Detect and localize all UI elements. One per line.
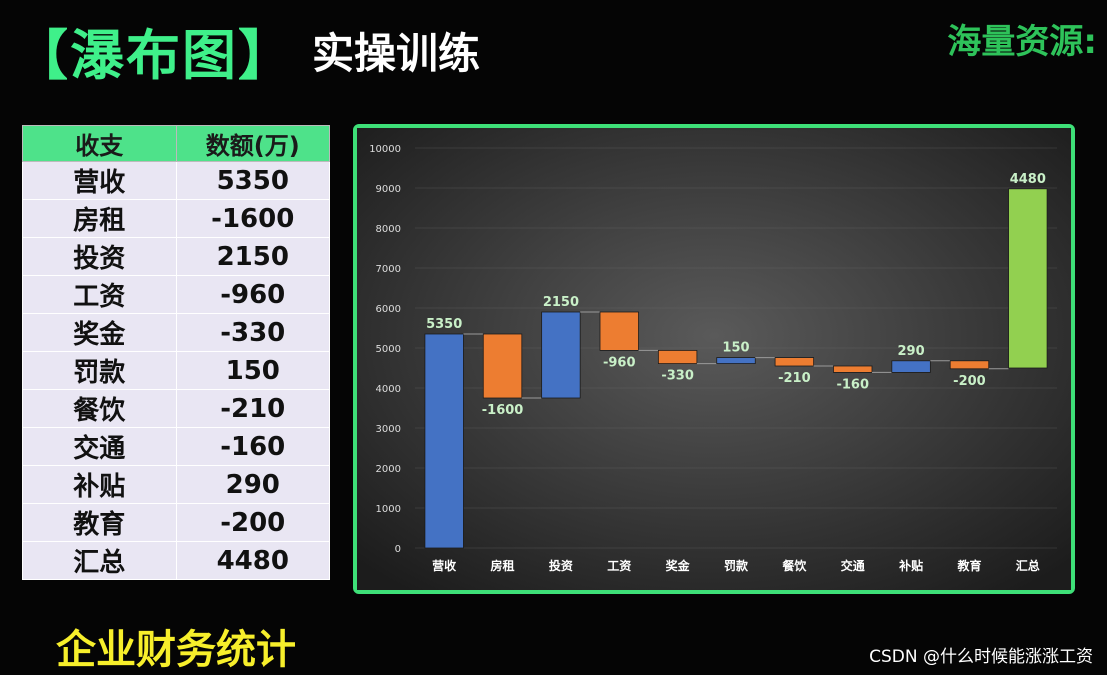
row-amount: -330 — [175, 313, 330, 352]
y-tick-label: 3000 — [376, 424, 401, 435]
row-amount: -960 — [175, 275, 330, 314]
bar-5 — [716, 357, 756, 365]
category-label: 教育 — [956, 558, 981, 573]
row-category: 汇总 — [22, 541, 177, 580]
data-label: 2150 — [543, 295, 579, 310]
category-label: 工资 — [607, 558, 631, 573]
data-table: 收支 数额(万) 营收 5350 房租 -1600 投资 2150 工资 -960 奖金 -330… — [22, 125, 330, 580]
y-tick-label: 10000 — [369, 144, 401, 155]
page-title: 【瀑布图】 实操训练 — [14, 10, 480, 90]
bar-10 — [1008, 188, 1048, 369]
table-row: 补贴 290 — [22, 465, 330, 504]
row-category: 补贴 — [22, 465, 177, 504]
category-label: 交通 — [841, 558, 865, 573]
bar-8 — [891, 360, 931, 373]
corner-text: 海量资源: — [947, 22, 1097, 62]
category-label: 罚款 — [724, 558, 749, 573]
row-category: 工资 — [22, 275, 177, 314]
chart-svg: 0 1000 2000 3000 4000 5000 6000 7000 8000 9000 100… — [357, 128, 1071, 590]
bar-6 — [774, 357, 815, 367]
row-amount: -1600 — [175, 199, 330, 238]
table-row: 汇总 4480 — [22, 541, 330, 580]
y-tick-label: 9000 — [376, 184, 401, 195]
bar-9 — [949, 360, 990, 370]
header-category: 收支 — [22, 125, 177, 162]
title-sub: 实操训练 — [312, 28, 481, 78]
row-category: 营收 — [22, 161, 177, 200]
row-category: 交通 — [22, 427, 177, 466]
table-row: 营收 5350 — [22, 161, 330, 200]
data-label: 4480 — [1010, 172, 1046, 187]
table-header-row: 收支 数额(万) — [22, 125, 330, 162]
table-row: 奖金 -330 — [22, 313, 330, 352]
table-row: 房租 -1600 — [22, 199, 330, 238]
header-amount: 数额(万) — [175, 125, 330, 162]
row-category: 餐饮 — [22, 389, 177, 428]
bar-4 — [657, 349, 698, 364]
row-category: 投资 — [22, 237, 177, 276]
data-label: -160 — [836, 377, 869, 392]
table-row: 工资 -960 — [22, 275, 330, 314]
data-label: -330 — [661, 369, 694, 384]
row-amount: 2150 — [175, 237, 330, 276]
table-row: 餐饮 -210 — [22, 389, 330, 428]
data-label: -200 — [953, 374, 986, 389]
data-label: -1600 — [482, 403, 524, 418]
category-label: 餐饮 — [782, 558, 807, 573]
row-category: 教育 — [22, 503, 177, 542]
data-label: 290 — [898, 344, 925, 359]
y-tick-label: 8000 — [376, 224, 401, 235]
row-amount: -200 — [175, 503, 330, 542]
y-tick-label: 7000 — [376, 264, 401, 275]
row-amount: 4480 — [175, 541, 330, 580]
table-row: 交通 -160 — [22, 427, 330, 466]
category-label: 投资 — [549, 558, 573, 573]
category-label: 房租 — [491, 558, 515, 573]
title-main: 【瀑布图】 — [14, 23, 294, 87]
bar-7 — [833, 365, 873, 373]
bar-2 — [541, 311, 581, 399]
category-label: 营收 — [432, 558, 456, 573]
data-label: 150 — [722, 341, 749, 356]
y-tick-label: 0 — [395, 544, 401, 555]
waterfall-chart: 0 1000 2000 3000 4000 5000 6000 7000 8000 9000 100… — [353, 124, 1075, 594]
data-label: -210 — [778, 371, 811, 386]
watermark: CSDN @什么时候能涨涨工资 — [869, 647, 1093, 667]
row-amount: -160 — [175, 427, 330, 466]
y-tick-label: 5000 — [376, 344, 401, 355]
row-amount: 5350 — [175, 161, 330, 200]
row-category: 房租 — [22, 199, 177, 238]
data-label: 5350 — [426, 317, 462, 332]
table-row: 教育 -200 — [22, 503, 330, 542]
bar-3 — [599, 311, 639, 351]
table-row: 罚款 150 — [22, 351, 330, 390]
category-label: 汇总 — [1016, 558, 1040, 573]
y-tick-label: 2000 — [376, 464, 401, 475]
plot-background — [357, 128, 1071, 590]
row-amount: -210 — [175, 389, 330, 428]
category-label: 奖金 — [666, 558, 691, 573]
table-row: 投资 2150 — [22, 237, 330, 276]
y-tick-label: 6000 — [376, 304, 401, 315]
footer-title: 企业财务统计 — [56, 627, 296, 673]
category-label: 补贴 — [898, 558, 923, 573]
row-amount: 150 — [175, 351, 330, 390]
data-label: -960 — [603, 355, 636, 370]
bar-0 — [424, 333, 464, 549]
bar-1 — [482, 333, 523, 399]
row-amount: 290 — [175, 465, 330, 504]
row-category: 罚款 — [22, 351, 177, 390]
y-tick-label: 1000 — [376, 504, 401, 515]
y-tick-label: 4000 — [376, 384, 401, 395]
row-category: 奖金 — [22, 313, 177, 352]
